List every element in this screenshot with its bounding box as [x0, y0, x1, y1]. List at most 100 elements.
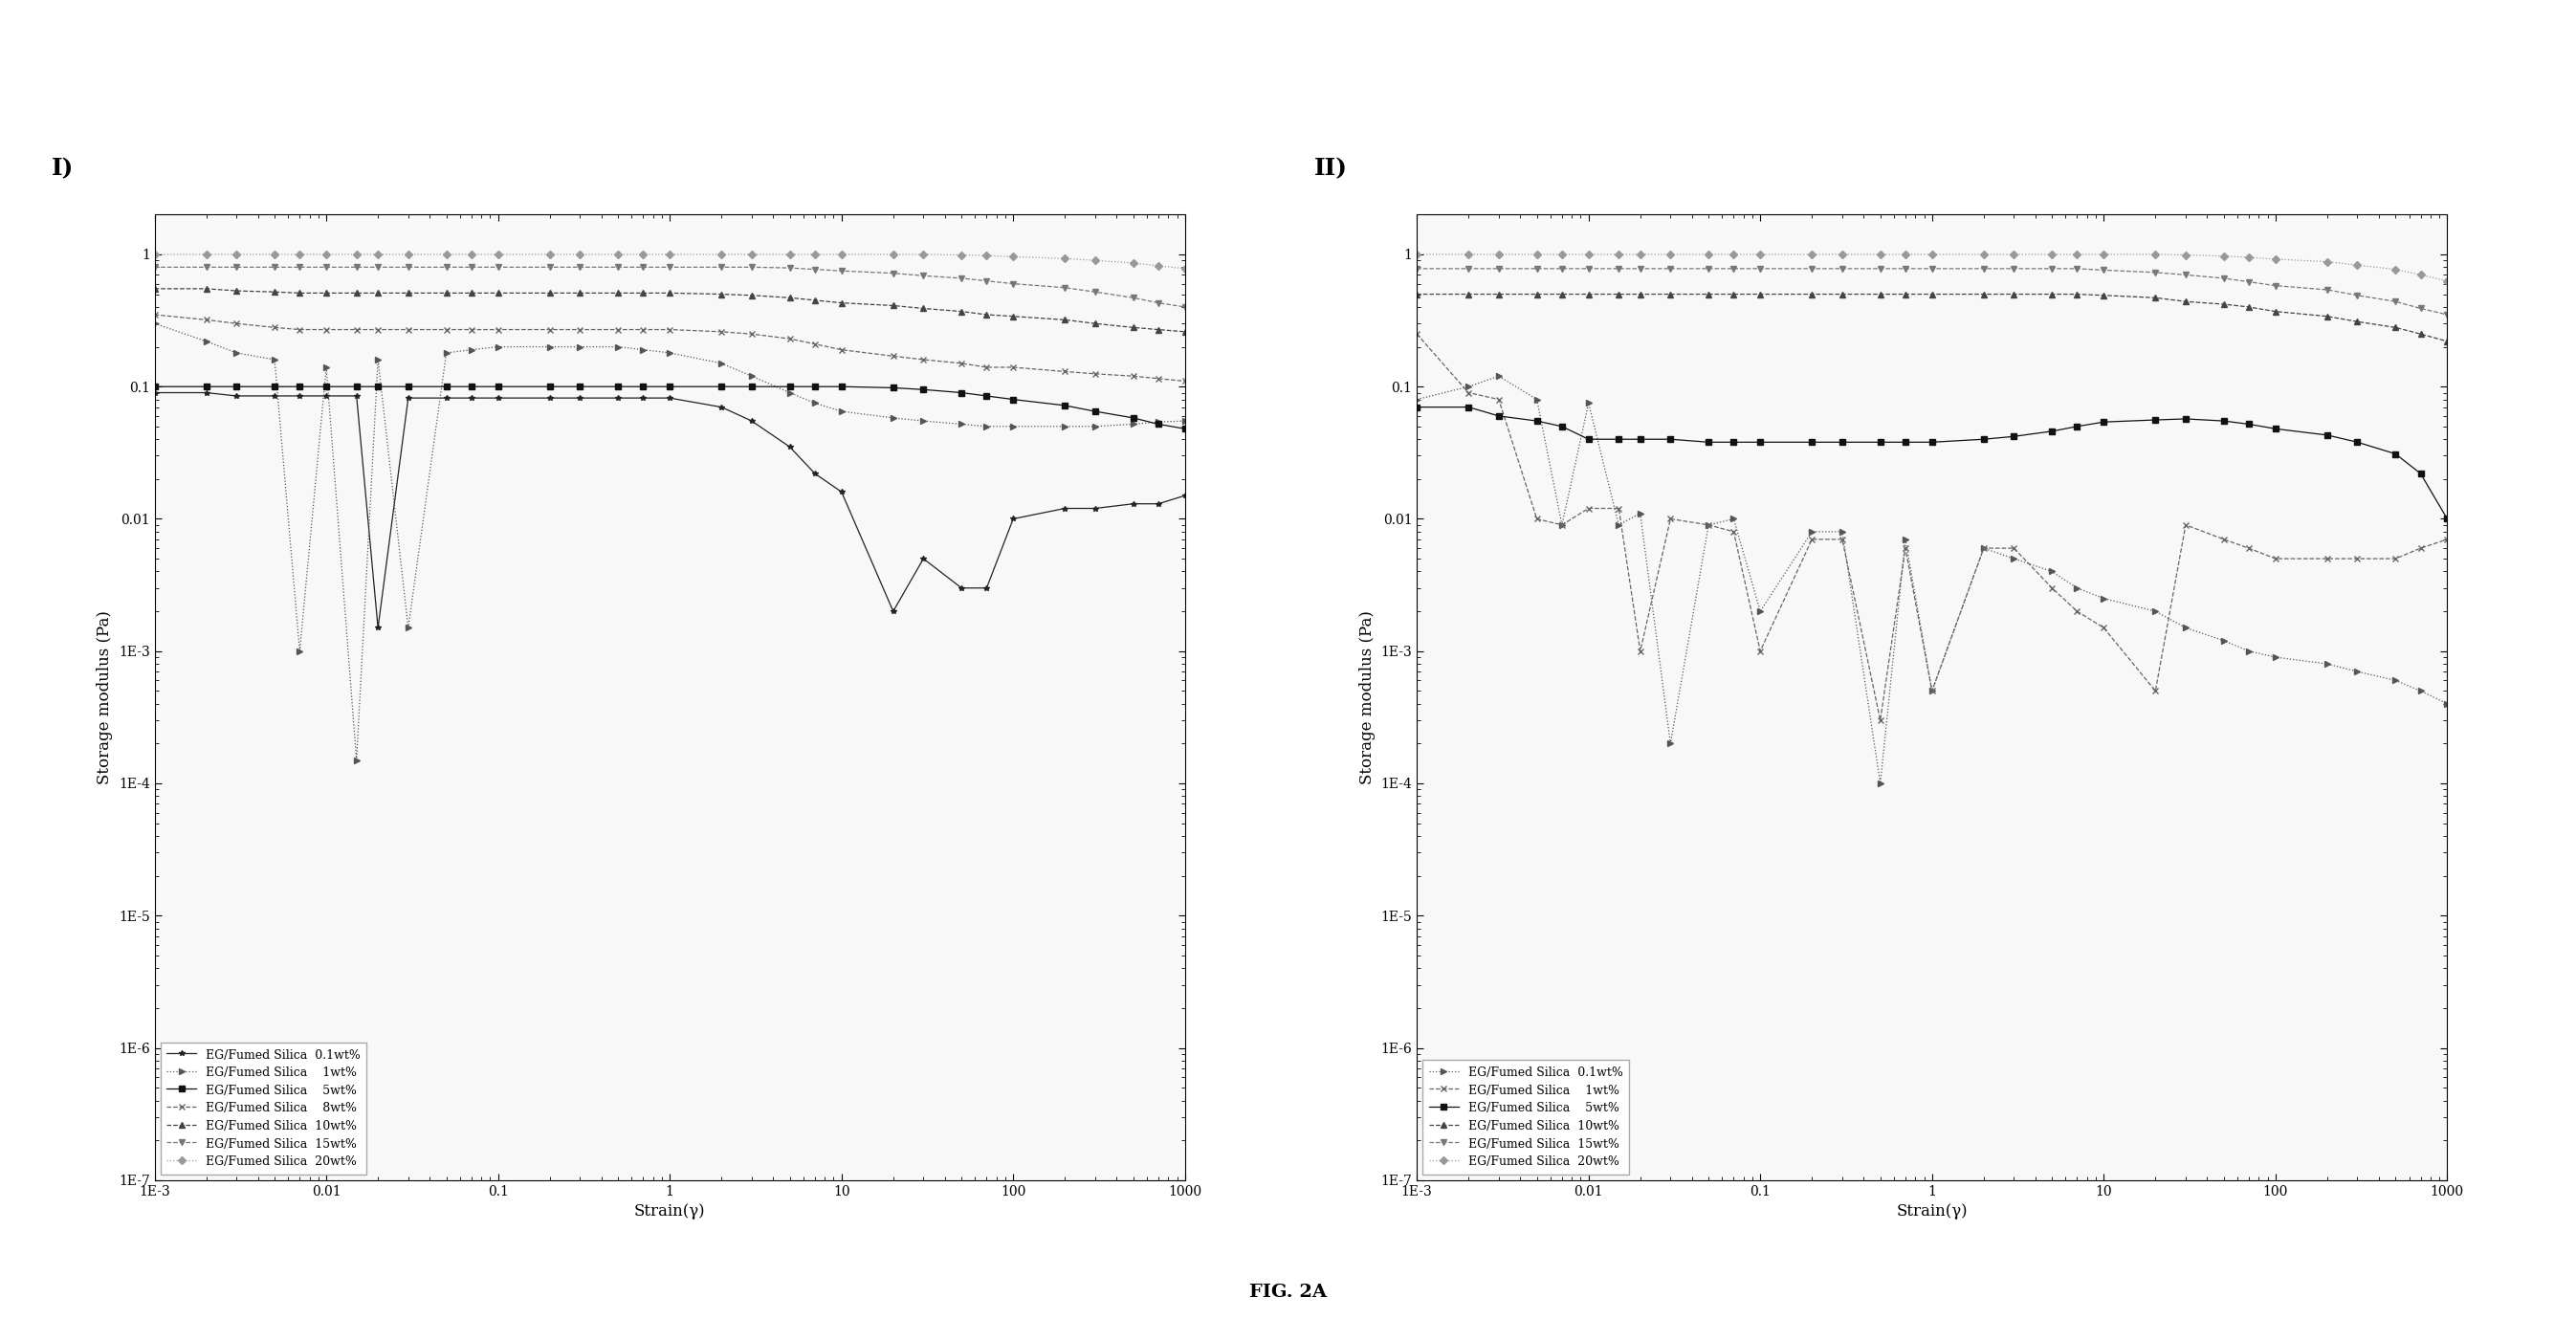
EG/Fumed Silica  10wt% — [737, 287, 768, 303]
EG/Fumed Silica    1wt% — [392, 620, 422, 636]
EG/Fumed Silica  15wt% — [430, 259, 461, 275]
EG/Fumed Silica  20wt% — [1079, 252, 1110, 268]
EG/Fumed Silica  0.1wt% — [827, 484, 858, 500]
EG/Fumed Silica  0.1wt% — [283, 388, 314, 404]
EG/Fumed Silica    5wt% — [1692, 434, 1723, 451]
EG/Fumed Silica  20wt% — [945, 247, 976, 263]
EG/Fumed Silica    8wt% — [629, 322, 659, 338]
EG/Fumed Silica    1wt% — [482, 339, 513, 355]
EG/Fumed Silica    5wt% — [260, 378, 291, 394]
EG/Fumed Silica  0.1wt% — [1546, 516, 1577, 532]
EG/Fumed Silica  0.1wt% — [1602, 516, 1633, 532]
EG/Fumed Silica  20wt% — [482, 247, 513, 263]
EG/Fumed Silica  0.1wt% — [654, 390, 685, 406]
EG/Fumed Silica    1wt% — [2233, 540, 2264, 557]
EG/Fumed Silica  20wt% — [775, 247, 806, 263]
EG/Fumed Silica    5wt% — [1795, 434, 1826, 451]
Line: EG/Fumed Silica    1wt%: EG/Fumed Silica 1wt% — [1414, 331, 2450, 723]
EG/Fumed Silica  0.1wt% — [2208, 633, 2239, 649]
EG/Fumed Silica  20wt% — [533, 247, 564, 263]
EG/Fumed Silica  15wt% — [1522, 260, 1553, 276]
EG/Fumed Silica    5wt% — [997, 392, 1028, 408]
X-axis label: Strain(γ): Strain(γ) — [634, 1203, 706, 1220]
EG/Fumed Silica    5wt% — [1602, 432, 1633, 448]
EG/Fumed Silica    5wt% — [1917, 434, 1947, 451]
EG/Fumed Silica  15wt% — [2380, 294, 2411, 310]
EG/Fumed Silica    8wt% — [533, 322, 564, 338]
EG/Fumed Silica    8wt% — [907, 351, 938, 367]
EG/Fumed Silica  15wt% — [564, 259, 595, 275]
EG/Fumed Silica  0.1wt% — [878, 603, 909, 620]
EG/Fumed Silica    5wt% — [799, 378, 829, 394]
EG/Fumed Silica    1wt% — [799, 396, 829, 412]
EG/Fumed Silica    1wt% — [139, 315, 170, 331]
Text: II): II) — [1314, 157, 1347, 180]
EG/Fumed Silica    5wt% — [2259, 421, 2290, 437]
EG/Fumed Silica    8wt% — [1048, 363, 1079, 380]
EG/Fumed Silica    1wt% — [456, 342, 487, 358]
EG/Fumed Silica  15wt% — [482, 259, 513, 275]
Line: EG/Fumed Silica    1wt%: EG/Fumed Silica 1wt% — [152, 320, 1188, 763]
EG/Fumed Silica    1wt% — [827, 404, 858, 420]
EG/Fumed Silica    1wt% — [1079, 418, 1110, 434]
EG/Fumed Silica  20wt% — [392, 247, 422, 263]
EG/Fumed Silica  20wt% — [1795, 247, 1826, 263]
EG/Fumed Silica  20wt% — [2432, 272, 2463, 288]
EG/Fumed Silica    5wt% — [2233, 416, 2264, 432]
EG/Fumed Silica    5wt% — [2169, 410, 2200, 426]
EG/Fumed Silica    1wt% — [2432, 531, 2463, 547]
EG/Fumed Silica  10wt% — [1718, 286, 1749, 302]
EG/Fumed Silica    5wt% — [1118, 410, 1149, 426]
EG/Fumed Silica  10wt% — [878, 298, 909, 314]
EG/Fumed Silica  20wt% — [1484, 247, 1515, 263]
EG/Fumed Silica    5wt% — [629, 378, 659, 394]
EG/Fumed Silica  10wt% — [1118, 319, 1149, 335]
EG/Fumed Silica    5wt% — [1968, 432, 1999, 448]
EG/Fumed Silica  10wt% — [392, 286, 422, 302]
EG/Fumed Silica    1wt% — [2089, 620, 2120, 636]
EG/Fumed Silica    5wt% — [603, 378, 634, 394]
EG/Fumed Silica  15wt% — [827, 263, 858, 279]
EG/Fumed Silica  0.1wt% — [2141, 603, 2172, 620]
EG/Fumed Silica    5wt% — [1826, 434, 1857, 451]
EG/Fumed Silica    1wt% — [1891, 540, 1922, 557]
EG/Fumed Silica  10wt% — [1048, 311, 1079, 327]
EG/Fumed Silica  0.1wt% — [1891, 531, 1922, 547]
EG/Fumed Silica  0.1wt% — [1917, 683, 1947, 699]
EG/Fumed Silica    5wt% — [533, 378, 564, 394]
EG/Fumed Silica  0.1wt% — [971, 579, 1002, 595]
EG/Fumed Silica    5wt% — [706, 378, 737, 394]
EG/Fumed Silica  15wt% — [629, 259, 659, 275]
EG/Fumed Silica  15wt% — [2259, 278, 2290, 294]
EG/Fumed Silica  10wt% — [629, 286, 659, 302]
EG/Fumed Silica    1wt% — [312, 359, 343, 375]
EG/Fumed Silica    8wt% — [260, 319, 291, 335]
EG/Fumed Silica  20wt% — [654, 247, 685, 263]
EG/Fumed Silica    5wt% — [2038, 424, 2069, 440]
EG/Fumed Silica    1wt% — [1826, 531, 1857, 547]
EG/Fumed Silica  20wt% — [2342, 257, 2372, 274]
EG/Fumed Silica    1wt% — [430, 345, 461, 361]
EG/Fumed Silica  0.1wt% — [139, 385, 170, 401]
EG/Fumed Silica  15wt% — [2342, 287, 2372, 303]
EG/Fumed Silica  0.1wt% — [775, 439, 806, 455]
EG/Fumed Silica  20wt% — [139, 247, 170, 263]
EG/Fumed Silica  10wt% — [2311, 308, 2342, 325]
EG/Fumed Silica    1wt% — [2259, 551, 2290, 567]
EG/Fumed Silica    1wt% — [283, 644, 314, 660]
EG/Fumed Silica  15wt% — [2432, 307, 2463, 323]
EG/Fumed Silica    8wt% — [283, 322, 314, 338]
EG/Fumed Silica  15wt% — [1574, 260, 1605, 276]
EG/Fumed Silica  0.1wt% — [392, 390, 422, 406]
EG/Fumed Silica    5wt% — [2342, 434, 2372, 451]
EG/Fumed Silica  20wt% — [1574, 247, 1605, 263]
Line: EG/Fumed Silica  20wt%: EG/Fumed Silica 20wt% — [152, 252, 1188, 271]
EG/Fumed Silica  15wt% — [2089, 261, 2120, 278]
EG/Fumed Silica    1wt% — [878, 410, 909, 426]
EG/Fumed Silica    1wt% — [1401, 326, 1432, 342]
EG/Fumed Silica  15wt% — [907, 268, 938, 284]
EG/Fumed Silica  10wt% — [2169, 294, 2200, 310]
EG/Fumed Silica    5wt% — [363, 378, 394, 394]
EG/Fumed Silica  20wt% — [1118, 255, 1149, 271]
EG/Fumed Silica    5wt% — [1865, 434, 1896, 451]
